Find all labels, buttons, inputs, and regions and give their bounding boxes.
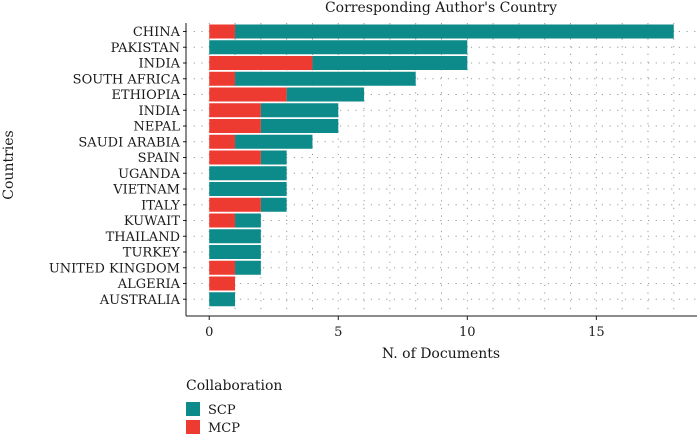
x-axis-label: N. of Documents <box>382 346 500 362</box>
bar-scp <box>286 87 365 102</box>
bar-scp <box>209 245 261 259</box>
bar-scp <box>260 197 287 212</box>
bar-scp <box>235 260 261 275</box>
y-tick-label: INDIA <box>139 57 181 72</box>
bar-mcp <box>209 197 261 212</box>
bar-mcp <box>209 24 236 39</box>
bar-mcp <box>209 260 236 275</box>
bar-scp <box>260 103 339 118</box>
x-tick-label: 10 <box>459 325 476 340</box>
legend-swatch-scp <box>186 402 200 416</box>
y-tick-label: KUWAIT <box>124 214 180 229</box>
legend-label-scp: SCP <box>208 403 236 418</box>
legend-swatch-mcp <box>186 420 200 434</box>
y-tick-label: CHINA <box>133 25 181 40</box>
bar-mcp <box>209 150 261 165</box>
bar-scp <box>209 182 287 196</box>
bar-scp <box>209 229 261 244</box>
y-tick-label: AUSTRALIA <box>99 293 181 308</box>
y-tick-label: INDIA <box>139 104 181 119</box>
y-tick-label: TURKEY <box>123 246 181 261</box>
x-tick-label: 5 <box>334 325 342 340</box>
bar-scp <box>209 166 287 181</box>
bar-mcp <box>209 134 236 149</box>
bar-layer <box>209 24 674 307</box>
y-tick-label: ETHIOPIA <box>111 88 180 103</box>
y-tick-label: NEPAL <box>134 120 181 135</box>
bar-scp <box>235 134 313 149</box>
y-tick-label: ALGERIA <box>117 277 181 292</box>
bar-mcp <box>209 87 287 102</box>
chart-title: Corresponding Author's Country <box>325 0 557 16</box>
bar-scp <box>235 24 674 39</box>
legend-label-mcp: MCP <box>208 421 240 435</box>
legend: SCP MCP <box>186 402 240 436</box>
bar-scp <box>235 213 261 228</box>
bar-scp <box>235 71 416 86</box>
bar-scp <box>209 40 468 55</box>
bar-scp <box>260 119 339 133</box>
bar-mcp <box>209 276 236 291</box>
y-tick-label: VIETNAM <box>112 183 180 198</box>
y-tick-label: ITALY <box>141 198 180 213</box>
y-tick-label: UGANDA <box>118 167 181 182</box>
y-tick-label: SOUTH AFRICA <box>73 72 181 87</box>
bar-mcp <box>209 56 313 70</box>
bar-scp <box>312 56 468 70</box>
y-tick-label: THAILAND <box>106 230 180 245</box>
bar-mcp <box>209 213 236 228</box>
y-axis-label: Countries <box>1 130 17 199</box>
y-tick-label: PAKISTAN <box>111 41 180 56</box>
x-tick-label: 0 <box>205 325 213 340</box>
bar-mcp <box>209 71 236 86</box>
x-tick-label: 15 <box>588 325 605 340</box>
bar-mcp <box>209 119 261 133</box>
bar-scp <box>260 150 287 165</box>
y-tick-label: SAUDI ARABIA <box>78 135 180 150</box>
legend-title: Collaboration <box>186 378 282 394</box>
bar-scp <box>209 292 236 307</box>
bar-mcp <box>209 103 261 118</box>
y-tick-label: UNITED KINGDOM <box>49 261 180 276</box>
y-tick-label: SPAIN <box>138 151 180 166</box>
